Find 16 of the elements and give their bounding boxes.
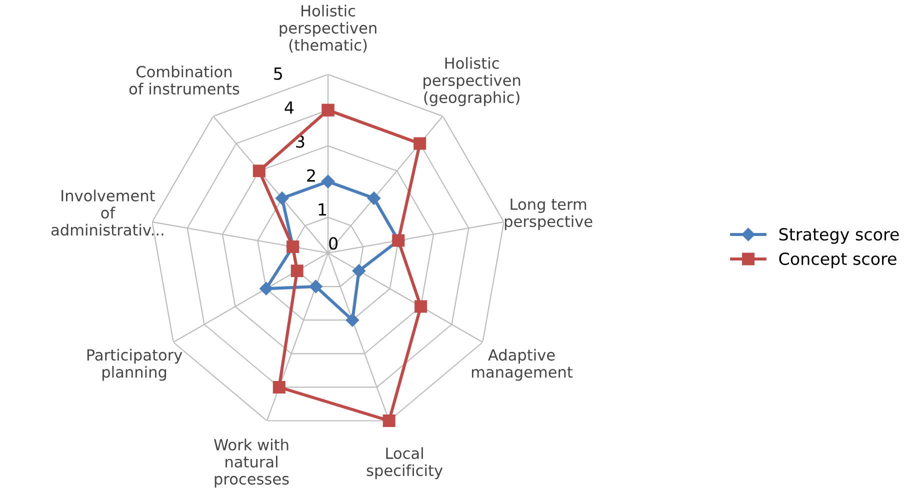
spoke-label: Local specificity [366, 447, 443, 480]
y-tick-label: 0 [329, 237, 338, 250]
y-tick-label: 5 [274, 68, 282, 80]
spoke-label: Holistic perspectiven (geographic) [424, 57, 520, 106]
legend-label: Strategy score [779, 228, 899, 244]
spoke-label: Adaptive management [472, 348, 573, 381]
y-tick-label: 1 [318, 203, 326, 216]
y-tick-label: 2 [307, 169, 315, 182]
spoke-label: Participatory planning [87, 348, 182, 381]
spoke-label: Holistic perspectiven (thematic) [280, 4, 376, 53]
spoke-label: Involvement of administrativ... [51, 190, 164, 236]
spoke-label: Work with natural processes [214, 438, 289, 488]
spoke-label: Combination of instruments [129, 66, 240, 95]
spoke-label: Long term perspective [504, 198, 592, 230]
y-tick-label: 4 [284, 101, 294, 114]
legend-label: Concept score [779, 252, 896, 268]
